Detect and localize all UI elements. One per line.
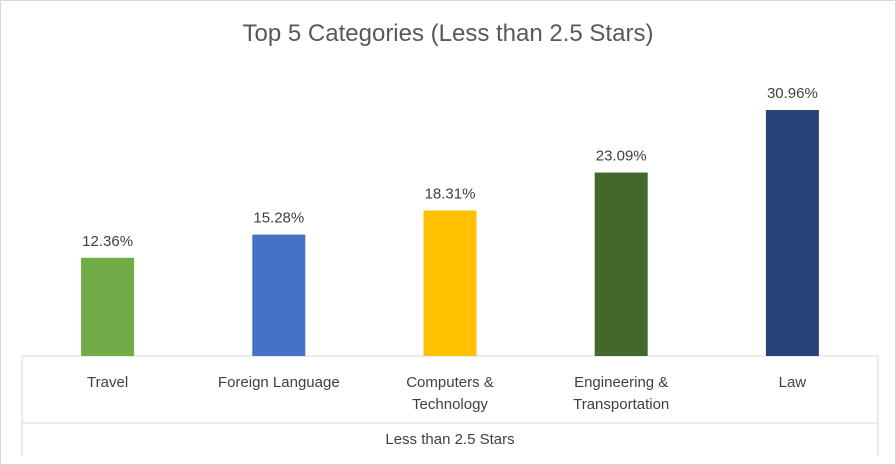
- bar-0: [81, 257, 135, 356]
- category-label-3: Engineering & Transportation: [573, 374, 669, 413]
- bar-3: [594, 172, 648, 356]
- data-label-2: 18.31%: [425, 186, 476, 203]
- data-label-3: 23.09%: [596, 148, 647, 165]
- chart-title: Top 5 Categories (Less than 2.5 Stars): [242, 20, 654, 47]
- bar-4: [765, 110, 819, 356]
- category-label-0: Travel: [87, 374, 128, 391]
- data-label-4: 30.96%: [767, 85, 818, 102]
- data-label-1: 15.28%: [253, 210, 304, 227]
- group-label: Less than 2.5 Stars: [385, 431, 514, 448]
- category-label-4: Law: [779, 374, 807, 391]
- labels-layer: 12.36% Travel 15.28% Foreign Language 18.31%…: [82, 85, 818, 448]
- data-label-0: 12.36%: [82, 233, 133, 250]
- bar-2: [423, 210, 477, 356]
- bars-layer: [81, 110, 819, 356]
- category-label-2: Computers & Technology: [406, 374, 494, 413]
- category-label-1: Foreign Language: [218, 374, 340, 391]
- bar-1: [252, 234, 306, 356]
